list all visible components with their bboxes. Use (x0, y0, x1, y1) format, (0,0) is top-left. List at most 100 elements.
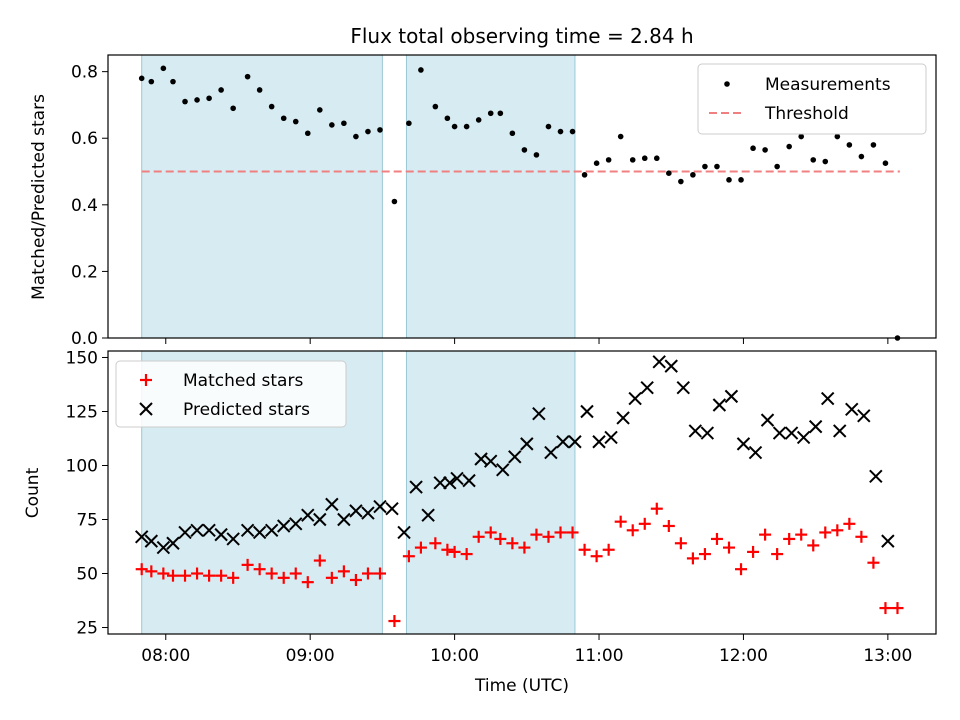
predicted-point (784, 426, 799, 440)
measurement-point (377, 127, 383, 133)
bottom-ytick-label: 150 (66, 348, 98, 368)
matched-point (698, 548, 711, 561)
matched-point (686, 552, 699, 565)
measurement-point (268, 103, 275, 110)
measurement-point (406, 120, 412, 127)
measurement-point (317, 107, 323, 113)
matched-point (166, 569, 179, 582)
shaded-interval (405, 54, 576, 339)
legend-predicted-label: Predicted stars (183, 400, 310, 420)
predicted-point (544, 445, 558, 460)
top-ytick-label: 0.8 (71, 63, 98, 83)
measurement-point (475, 117, 482, 123)
measurement-point (533, 152, 540, 158)
measurement-point (557, 128, 564, 135)
measurement-point (858, 153, 865, 160)
matched-point (203, 569, 216, 582)
predicted-point (592, 435, 606, 449)
legend-measurements-label: Measurements (765, 75, 891, 95)
predicted-point (156, 540, 171, 555)
measurement-point (738, 177, 744, 183)
predicted-point (568, 435, 582, 449)
predicted-point (462, 473, 476, 488)
predicted-point (240, 523, 255, 538)
matched-point (530, 528, 543, 541)
predicted-point (301, 508, 315, 522)
top-ytick-label: 0.2 (71, 262, 98, 282)
measurement-point (160, 65, 167, 72)
measurement-point (148, 78, 155, 85)
measurement-point (182, 98, 188, 105)
bottom-ytick-label: 50 (76, 565, 98, 585)
measurement-point (750, 145, 756, 152)
predicted-point (373, 499, 387, 514)
shaded-interval (405, 350, 576, 635)
measurement-point (341, 120, 347, 127)
matched-point (289, 567, 302, 580)
measurement-point (194, 97, 200, 103)
legend-measurements-marker (724, 81, 730, 87)
predicted-point (264, 523, 279, 538)
matched-point (891, 602, 904, 615)
predicted-point (134, 530, 149, 544)
measurement-point (690, 172, 696, 178)
top-legend: Measurements Threshold (697, 63, 927, 135)
bottom-legend-box (115, 360, 347, 428)
predicted-point (808, 419, 823, 434)
predicted-point (349, 504, 363, 518)
matched-point (157, 567, 170, 580)
bottom-axes-frame (107, 350, 937, 635)
predicted-point (409, 480, 423, 494)
matched-point (578, 543, 591, 556)
measurement-point (762, 147, 768, 153)
top-legend-box (697, 63, 927, 135)
predicted-point (628, 391, 642, 406)
measurement-point (497, 110, 504, 117)
x-tick-label: 11:00 (575, 646, 624, 666)
matched-point (135, 563, 148, 576)
measurement-point (846, 142, 853, 148)
measurement-point (798, 133, 805, 140)
predicted-point (443, 476, 457, 490)
predicted-point (664, 359, 678, 373)
predicted-point (496, 463, 510, 477)
measurement-point (641, 155, 648, 162)
bottom-legend: Matched stars Predicted stars (115, 360, 347, 428)
predicted-point (508, 450, 522, 464)
matched-point (626, 524, 639, 537)
legend-matched-marker (140, 374, 152, 386)
matched-point (602, 543, 615, 556)
matched-point (191, 567, 204, 580)
x-tick-label: 08:00 (141, 646, 190, 666)
matched-point (145, 565, 158, 578)
matched-point (337, 565, 350, 578)
predicted-point (772, 426, 787, 440)
chart-title: Flux total observing time = 2.84 h (350, 24, 693, 48)
measurement-point (653, 155, 660, 162)
top-ytick-label: 0.6 (71, 129, 98, 149)
matched-point (831, 524, 844, 537)
matched-point (590, 550, 603, 563)
predicted-point (190, 523, 204, 538)
measurement-point (882, 160, 889, 167)
predicted-point (226, 532, 240, 546)
measurement-point (629, 157, 636, 163)
measurement-point (702, 163, 708, 170)
measurement-point (329, 122, 335, 128)
predicted-point (556, 435, 570, 449)
predicted-point (361, 506, 375, 520)
predicted-point (640, 381, 654, 395)
matched-point (472, 530, 485, 543)
matched-point (566, 526, 579, 539)
predicted-point (421, 508, 435, 522)
matched-point (441, 543, 454, 556)
matched-point (277, 571, 290, 584)
measurement-point (521, 147, 528, 153)
predicted-point (676, 381, 690, 395)
predicted-point (520, 437, 534, 451)
matched-point (735, 563, 748, 576)
matched-point (414, 541, 427, 554)
measurement-point (569, 128, 576, 135)
top-y-axis-label: Matched/Predicted stars (29, 94, 49, 300)
predicted-point (616, 411, 630, 425)
